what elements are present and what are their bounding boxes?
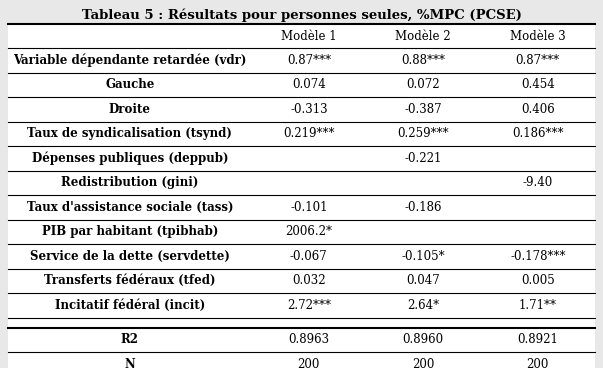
Text: Dépenses publiques (deppub): Dépenses publiques (deppub) <box>31 152 228 165</box>
Text: Modèle 3: Modèle 3 <box>510 29 566 42</box>
Text: 0.047: 0.047 <box>406 274 440 287</box>
Text: 0.074: 0.074 <box>292 78 326 91</box>
Text: 0.259***: 0.259*** <box>397 127 449 140</box>
Text: Redistribution (gini): Redistribution (gini) <box>61 176 198 189</box>
Text: -0.186: -0.186 <box>405 201 442 214</box>
Text: 0.87***: 0.87*** <box>287 54 331 67</box>
Text: -0.101: -0.101 <box>290 201 327 214</box>
Text: Taux de syndicalisation (tsynd): Taux de syndicalisation (tsynd) <box>27 127 232 140</box>
Text: 200: 200 <box>412 358 435 368</box>
Text: 0.072: 0.072 <box>406 78 440 91</box>
Text: 0.219***: 0.219*** <box>283 127 335 140</box>
Text: PIB par habitant (tpibhab): PIB par habitant (tpibhab) <box>42 225 218 238</box>
Text: 2.64*: 2.64* <box>407 299 440 312</box>
Text: 0.005: 0.005 <box>521 274 555 287</box>
Text: 2006.2*: 2006.2* <box>285 225 332 238</box>
Text: Modèle 1: Modèle 1 <box>281 29 336 42</box>
Text: 0.406: 0.406 <box>521 103 555 116</box>
Text: 2.72***: 2.72*** <box>287 299 331 312</box>
Text: Modèle 2: Modèle 2 <box>396 29 451 42</box>
Text: Gauche: Gauche <box>105 78 154 91</box>
Text: -0.387: -0.387 <box>405 103 442 116</box>
Text: 0.186***: 0.186*** <box>512 127 564 140</box>
Text: N: N <box>124 358 135 368</box>
Text: 0.032: 0.032 <box>292 274 326 287</box>
Text: Taux d'assistance sociale (tass): Taux d'assistance sociale (tass) <box>27 201 233 214</box>
Text: R2: R2 <box>121 333 139 346</box>
Text: Droite: Droite <box>109 103 151 116</box>
Text: -0.105*: -0.105* <box>402 250 445 263</box>
Text: 0.88***: 0.88*** <box>402 54 445 67</box>
Text: -0.178***: -0.178*** <box>510 250 566 263</box>
Text: -9.40: -9.40 <box>523 176 553 189</box>
Text: Service de la dette (servdette): Service de la dette (servdette) <box>30 250 230 263</box>
Text: -0.067: -0.067 <box>290 250 327 263</box>
Text: 0.8921: 0.8921 <box>517 333 558 346</box>
Text: 200: 200 <box>298 358 320 368</box>
Text: Transferts fédéraux (tfed): Transferts fédéraux (tfed) <box>44 274 215 287</box>
Text: 200: 200 <box>526 358 549 368</box>
Text: -0.221: -0.221 <box>405 152 442 165</box>
Text: 0.8963: 0.8963 <box>288 333 329 346</box>
Text: Tableau 5 : Résultats pour personnes seules, %MPC (PCSE): Tableau 5 : Résultats pour personnes seu… <box>81 8 522 21</box>
Text: 0.8960: 0.8960 <box>403 333 444 346</box>
Text: Variable dépendante retardée (vdr): Variable dépendante retardée (vdr) <box>13 53 247 67</box>
Text: 1.71**: 1.71** <box>519 299 557 312</box>
Text: 0.87***: 0.87*** <box>516 54 560 67</box>
Text: Incitatif fédéral (incit): Incitatif fédéral (incit) <box>55 299 205 312</box>
Text: -0.313: -0.313 <box>290 103 327 116</box>
Text: 0.454: 0.454 <box>521 78 555 91</box>
